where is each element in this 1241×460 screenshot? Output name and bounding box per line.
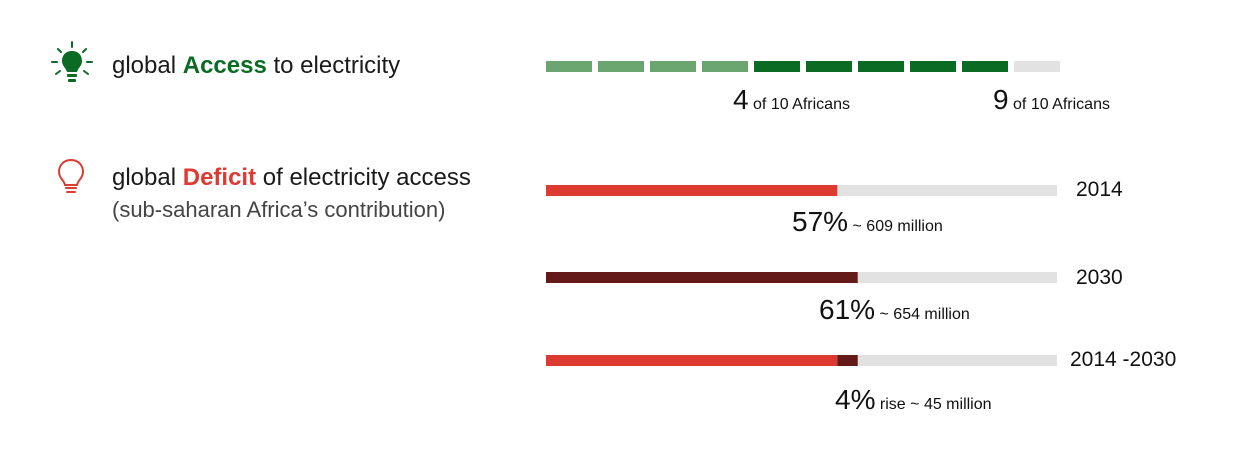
deficit-caption-2030: 61% ~ 654 million	[819, 294, 970, 326]
access-segment-9	[962, 61, 1008, 72]
access-title: global Access to electricity	[112, 52, 400, 80]
deficit-bar-2014-base	[546, 355, 838, 366]
deficit-bar-2030	[546, 272, 858, 283]
deficit-bar-2014	[546, 185, 838, 196]
deficit-title-pre: global	[112, 164, 183, 191]
year-label-2030: 2030	[1076, 266, 1123, 289]
access-caption-9-num: 9	[993, 84, 1009, 115]
access-segment-6	[806, 61, 852, 72]
year-label-2014: 2014	[1076, 178, 1123, 201]
access-caption-4-text: of 10 Africans	[753, 96, 850, 113]
deficit-caption-2030-pct: 61%	[819, 294, 876, 325]
deficit-caption-2014-note: ~ 609 million	[852, 218, 943, 235]
access-segment-5	[754, 61, 800, 72]
deficit-caption-2014: 57% ~ 609 million	[792, 206, 943, 238]
access-title-highlight: Access	[182, 52, 267, 79]
access-caption-4-num: 4	[733, 84, 749, 115]
access-segment-1	[546, 61, 592, 72]
access-icon	[50, 40, 94, 88]
access-segment-3	[650, 61, 696, 72]
access-segment-10	[1014, 61, 1060, 72]
access-segment-8	[910, 61, 956, 72]
access-segment-4	[702, 61, 748, 72]
access-caption-9: 9 of 10 Africans	[993, 84, 1110, 116]
year-label-2014-2030: 2014 -2030	[1070, 348, 1177, 371]
access-caption-9-text: of 10 Africans	[1013, 96, 1110, 113]
deficit-title-post: of electricity access	[256, 164, 471, 191]
deficit-icon	[54, 157, 88, 197]
access-segment-7	[858, 61, 904, 72]
deficit-bar-rise	[837, 355, 858, 366]
deficit-caption-2030-note: ~ 654 million	[879, 306, 970, 323]
deficit-title-highlight: Deficit	[182, 164, 257, 191]
access-segment-2	[598, 61, 644, 72]
access-title-post: to electricity	[266, 52, 401, 79]
deficit-subtitle: (sub-saharan Africa’s contribution)	[112, 197, 446, 222]
access-caption-4: 4 of 10 Africans	[733, 84, 850, 116]
deficit-caption-rise-note: rise ~ 45 million	[879, 396, 992, 413]
deficit-caption-rise: 4% rise ~ 45 million	[835, 384, 992, 416]
deficit-caption-2014-pct: 57%	[792, 206, 849, 237]
access-title-pre: global	[112, 52, 183, 79]
deficit-caption-rise-pct: 4%	[835, 384, 876, 415]
deficit-title: global Deficit of electricity access	[112, 164, 471, 192]
